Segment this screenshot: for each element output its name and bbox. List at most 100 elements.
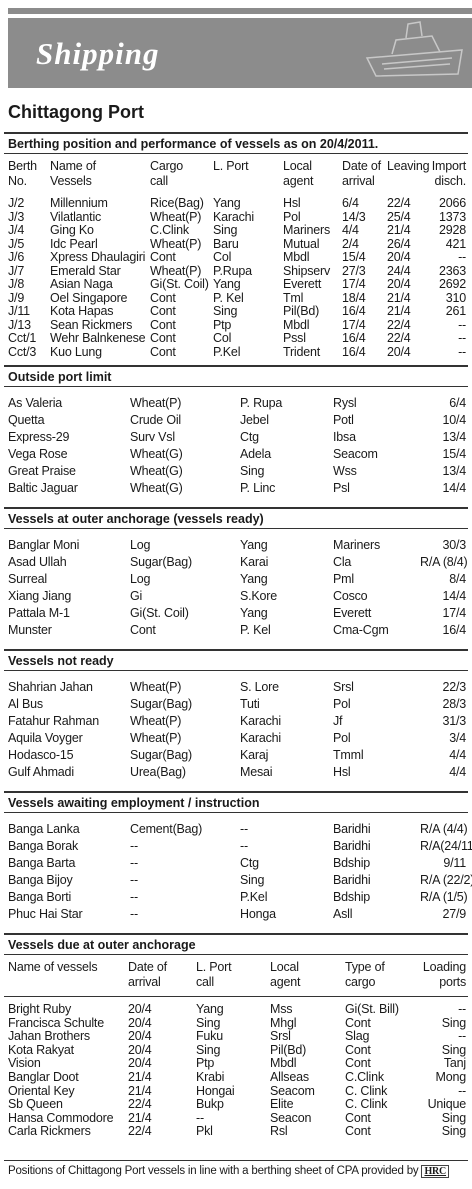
cell: Bukp [196,1097,224,1112]
row: J/8 Asian Naga Gi(St. Coil) Yang Everett 17/4… [4,277,468,292]
header-cell: Date of arrival [338,154,383,197]
cell: Cont [345,1056,371,1071]
cell: Millennium [50,196,108,210]
cell: 22/4 [387,331,411,345]
cell: Kota Hapas [50,304,114,318]
cell: Sb Queen [8,1097,63,1112]
cell: 30/3 [442,538,466,552]
cell: Emerald Star [50,263,121,278]
cell: Pkl [196,1124,213,1139]
cell: Elite [270,1097,294,1112]
table-header: Name of vessels Date of arrival L. Port call… [4,955,468,997]
cell: 20/4 [128,1029,152,1044]
row: Banga Lanka Cement(Bag) -- Baridhi R/A (4/4) [4,821,468,838]
cell: Wheat(P) [130,396,182,410]
cell: Bdship [333,890,371,904]
cell: 4/4 [449,748,466,762]
header-text: Berth [8,159,37,173]
cell: Col [213,250,232,264]
cell: Cct/3 [8,344,37,359]
cell: P.Kel [213,344,241,359]
cell: 24/4 [387,263,411,278]
cell: Oriental Key [8,1083,75,1098]
cell: 22/4 [128,1097,152,1112]
header-text: Local [283,159,312,173]
cell: 16/4 [342,331,366,345]
cell: Cont [150,250,176,264]
header-text: Cargo [150,159,184,173]
cell: Bright Ruby [8,1002,72,1016]
cell: Mutual [283,236,320,251]
cell: Cont [130,623,156,637]
cell: Pil(Bd) [270,1042,307,1057]
cell: -- [458,331,466,345]
cell: J/9 [8,290,25,305]
cell: R/A (22/2) [420,873,472,887]
cell: -- [196,1110,204,1125]
row: Kota Rakyat 20/4 Sing Pil(Bd) Cont Sing [4,1042,468,1058]
cell: Wehr Balnkenese [50,331,146,345]
row: J/3 Vilatlantic Wheat(P) Karachi Pol 14/3 25/4… [4,209,468,225]
cell: Sing [441,1015,466,1030]
table-body: Bright Ruby 20/4 Yang Mss Gi(St. Bill) -- Fran… [4,997,468,1139]
cell: Pil(Bd) [283,304,320,318]
cell: -- [458,1029,466,1044]
cell: -- [458,250,466,264]
cell: Kota Rakyat [8,1042,74,1057]
row: J/4 Ging Ko C.Clink Sing Mariners 4/4 21/4 2928 [4,223,468,238]
cell: 2928 [438,223,466,237]
table-body: Banglar Moni Log Yang Mariners 30/3 Asad Ulla… [4,537,468,639]
cell: Hongai [196,1083,235,1098]
row: J/9 Oel Singapore Cont P. Kel Tml 18/4 21/4 310 [4,290,468,306]
cell: 20/4 [128,1056,152,1071]
cell: 22/3 [442,680,466,694]
cell: 4/4 [449,765,466,779]
header-text: call [150,174,168,188]
cell: 17/4 [342,317,366,332]
header-text: L. Port [213,159,249,173]
port-title: Chittagong Port [8,102,144,122]
row: Oriental Key 21/4 Hongai Seacom C. Clink -- [4,1083,468,1099]
cell: Banga Borak [8,839,79,853]
cell: Mariners [283,223,331,237]
cell: Gi(St. Coil) [150,277,209,291]
row: Quetta Crude Oil Jebel Potl 10/4 [4,412,468,429]
cell: Fuku [196,1029,223,1044]
cell: -- [130,856,138,870]
cell: Wheat(G) [130,464,183,478]
table-heading: Outside port limit [4,365,468,387]
cell: Aquila Voyger [8,731,83,745]
header-cell: Local agent [279,154,338,197]
cell: Kuo Lung [50,344,102,359]
cell: Munster [8,623,52,637]
cell: 13/4 [442,430,466,444]
cell: Banga Bijoy [8,873,73,887]
header-text: Import [431,159,466,173]
cell: Krabi [196,1069,225,1084]
cell: 261 [445,304,466,318]
table-heading: Vessels not ready [4,649,468,671]
cell: R/A(24/11) [420,839,472,853]
cell: 20/4 [128,1002,152,1016]
table: As Valeria Wheat(P) P. Rupa Rysl 6/4 Quetta Cr… [4,395,468,497]
cell: 14/3 [342,209,366,224]
cell: Sing [196,1042,221,1057]
cell: J/6 [8,250,25,264]
header-cell: Local agent [266,955,341,997]
cell: 15/4 [442,447,466,461]
cell: -- [458,317,466,332]
row: J/13 Sean Rickmers Cont Ptp Mbdl 17/4 22/4 -- [4,317,468,333]
cell: Pol [333,731,351,745]
row: Francisca Schulte 20/4 Sing Mhgl Cont Sing [4,1015,468,1031]
cell: Vision [8,1056,41,1071]
cell: -- [458,1083,466,1098]
row: Cct/3 Kuo Lung Cont P.Kel Trident 16/4 20/4 -- [4,344,468,360]
cell: -- [240,839,248,853]
cell: 16/4 [342,304,366,318]
header-text: Date of [128,960,167,974]
header-cell: Type of cargo [341,955,416,997]
cell: P. Kel [240,623,271,637]
cell: R/A (4/4) [420,822,468,836]
banner: Shipping [0,0,472,88]
cell: Cont [150,290,176,305]
